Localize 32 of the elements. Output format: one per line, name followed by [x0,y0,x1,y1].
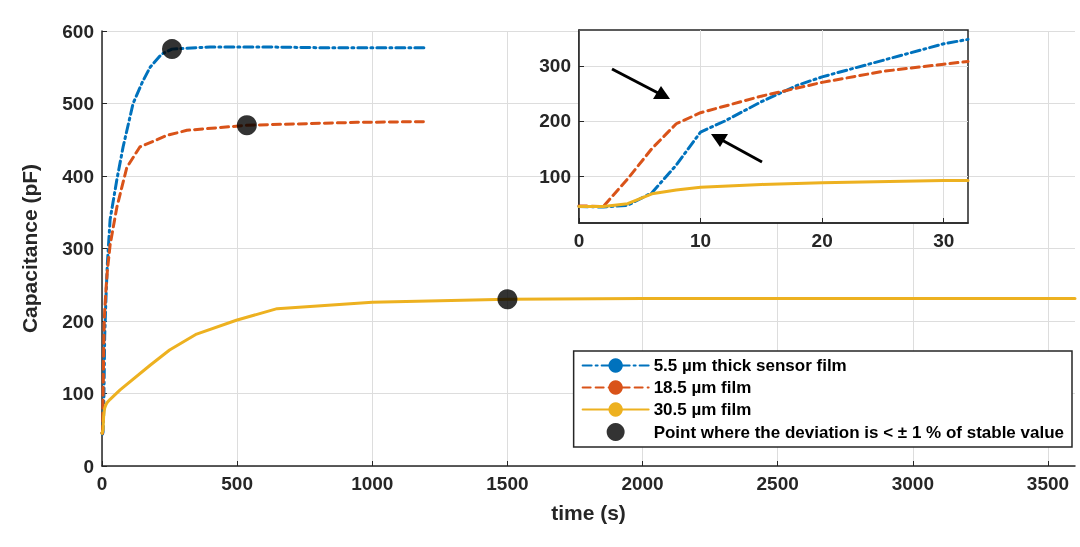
y-tick-label: 200 [62,310,94,332]
y-tick-label: 200 [539,110,571,132]
x-tick-label: 500 [221,473,253,494]
x-tick-label: 10 [689,230,712,251]
y-tick-label: 100 [62,383,94,404]
x-tick-label: 0 [573,230,585,251]
x-axis-title: time (s) [551,501,626,524]
y-tick-label: 400 [62,165,94,187]
legend-label: 5.5 µm thick sensor film [653,356,847,375]
y-axis-title: Capacitance (pF) [18,163,41,334]
y-tick-label: 0 [83,455,94,477]
x-tick-label: 0 [96,473,108,494]
x-tick-label: 20 [811,230,833,251]
x-tick-label: 30 [933,230,955,251]
x-tick-label: 3500 [1026,473,1070,494]
legend-label: 18.5 µm film [653,378,752,397]
x-tick-label: 2000 [621,473,664,494]
legend-label: Point where the deviation is < ± 1 % of stable value [653,422,1064,442]
x-tick-label: 1500 [486,473,529,494]
point [236,115,257,136]
legend-label: 30.5 µm film [653,400,752,419]
x-tick-label: 3000 [891,473,934,494]
y-tick-label: 100 [539,165,571,187]
y-tick-label: 300 [62,238,94,259]
point [497,289,518,310]
x-tick-label: 2500 [756,473,799,494]
y-tick-label: 500 [62,93,94,114]
point [162,39,182,60]
y-tick-label: 300 [539,55,571,77]
x-tick-label: 1000 [351,473,394,494]
line-series [577,179,970,208]
y-tick-label: 600 [62,20,94,42]
